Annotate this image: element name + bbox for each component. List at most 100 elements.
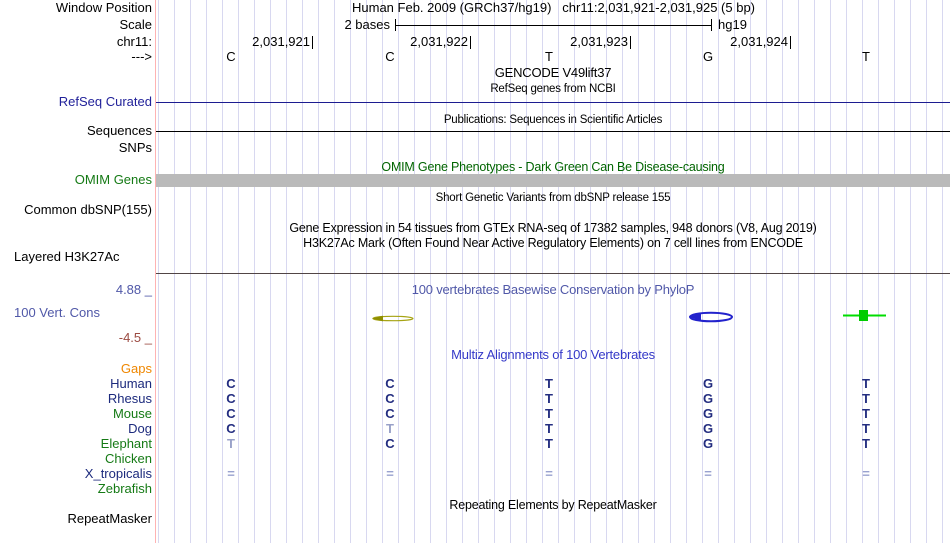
omim-gene-bar[interactable] xyxy=(156,174,950,187)
species-label-elephant[interactable]: Elephant xyxy=(100,436,152,451)
grid-line xyxy=(366,0,367,543)
grid-line xyxy=(526,0,527,543)
grid-line xyxy=(382,0,383,543)
alignment-base-elephant: G xyxy=(702,436,714,451)
sequences-line[interactable] xyxy=(156,130,950,132)
omim-track-title: OMIM Gene Phenotypes - Dark Green Can Be… xyxy=(381,160,725,174)
grid-line xyxy=(286,0,287,543)
repeatmasker-track-title: Repeating Elements by RepeatMasker xyxy=(449,498,657,512)
grid-line xyxy=(558,0,559,543)
grid-line xyxy=(590,0,591,543)
conservation-min-value: -4.5 _ xyxy=(118,330,152,345)
ruler-tick-mark xyxy=(312,36,314,49)
species-label-gaps[interactable]: Gaps xyxy=(120,361,152,376)
track-label-refseq-curated[interactable]: RefSeq Curated xyxy=(58,94,152,109)
grid-line xyxy=(350,0,351,543)
grid-line xyxy=(318,0,319,543)
species-label-dog[interactable]: Dog xyxy=(128,421,152,436)
grid-line xyxy=(222,0,223,543)
grid-line xyxy=(238,0,239,543)
track-label-repeatmasker[interactable]: RepeatMasker xyxy=(67,511,152,526)
species-label-zebrafish[interactable]: Zebrafish xyxy=(97,481,152,496)
alignment-base-dog: T xyxy=(862,421,870,436)
grid-line xyxy=(814,0,815,543)
alignment-base-mouse: T xyxy=(862,406,870,421)
track-left-border xyxy=(155,0,157,543)
alignment-base-human: C xyxy=(385,376,395,391)
alignment-base-x-tropicalis: = xyxy=(227,466,235,481)
grid-line xyxy=(670,0,671,543)
track-label-common-dbsnp[interactable]: Common dbSNP(155) xyxy=(24,202,152,217)
alignment-base-rhesus: C xyxy=(226,391,236,406)
ruler-tick-mark xyxy=(790,36,792,49)
grid-line xyxy=(846,0,847,543)
alignment-base-rhesus: T xyxy=(862,391,870,406)
ruler-tick-label: 2,031,922 xyxy=(410,34,468,49)
species-label-mouse[interactable]: Mouse xyxy=(112,406,152,421)
alignment-base-dog: T xyxy=(545,421,553,436)
strand-arrow[interactable]: ---> xyxy=(131,49,152,64)
alignment-base-rhesus: T xyxy=(545,391,553,406)
reference-base: T xyxy=(545,49,553,64)
alignment-base-elephant: C xyxy=(385,436,395,451)
phylop-track-title: 100 vertebrates Basewise Conservation by… xyxy=(411,282,695,297)
reference-base: T xyxy=(862,49,870,64)
reference-base: C xyxy=(385,49,395,64)
grid-line xyxy=(270,0,271,543)
track-label-100-vert-cons[interactable]: 100 Vert. Cons xyxy=(14,305,100,320)
ruler-tick-label: 2,031,923 xyxy=(570,34,628,49)
species-label-x-tropicalis[interactable]: X_tropicalis xyxy=(84,466,152,481)
grid-line xyxy=(766,0,767,543)
species-label-chicken[interactable]: Chicken xyxy=(105,451,152,466)
grid-line xyxy=(702,0,703,543)
alignment-base-human: T xyxy=(545,376,553,391)
alignment-base-x-tropicalis: = xyxy=(704,466,712,481)
grid-line xyxy=(862,0,863,543)
grid-line xyxy=(638,0,639,543)
grid-line xyxy=(686,0,687,543)
grid-line xyxy=(494,0,495,543)
grid-line xyxy=(718,0,719,543)
refseq-gene-line[interactable] xyxy=(156,101,950,104)
alignment-base-dog: C xyxy=(226,421,236,436)
grid-line xyxy=(622,0,623,543)
grid-line xyxy=(654,0,655,543)
h3k27ac-baseline xyxy=(156,272,950,274)
alignment-base-dog: G xyxy=(702,421,714,436)
track-label-omim-genes[interactable]: OMIM Genes xyxy=(74,172,152,187)
multiz-track-title: Multiz Alignments of 100 Vertebrates xyxy=(451,347,655,362)
grid-line xyxy=(734,0,735,543)
grid-line xyxy=(750,0,751,543)
chromosome-label: chr11: xyxy=(116,34,152,49)
phylop-glyph-olive xyxy=(372,315,414,322)
scale-label: Scale xyxy=(119,17,152,32)
track-label-sequences[interactable]: Sequences xyxy=(86,123,152,138)
window-position-value: Human Feb. 2009 (GRCh37/hg19) chr11:2,03… xyxy=(352,0,756,15)
alignment-base-mouse: T xyxy=(545,406,553,421)
grid-line xyxy=(414,0,415,543)
grid-line xyxy=(830,0,831,543)
grid-line xyxy=(910,0,911,543)
grid-line xyxy=(926,0,927,543)
assembly-label: hg19 xyxy=(718,17,747,32)
grid-line xyxy=(430,0,431,543)
grid-line xyxy=(446,0,447,543)
alignment-base-dog: T xyxy=(386,421,394,436)
species-label-human[interactable]: Human xyxy=(110,376,152,391)
alignment-base-elephant: T xyxy=(227,436,235,451)
grid-line xyxy=(478,0,479,543)
phylop-glyph-green xyxy=(843,310,886,321)
grid-line xyxy=(398,0,399,543)
grid-line xyxy=(798,0,799,543)
species-label-rhesus[interactable]: Rhesus xyxy=(107,391,152,406)
alignment-base-elephant: T xyxy=(545,436,553,451)
alignment-base-human: G xyxy=(702,376,714,391)
scale-bar xyxy=(395,19,712,31)
alignment-base-human: T xyxy=(862,376,870,391)
phylop-glyph-blue xyxy=(689,311,733,323)
track-label-snps[interactable]: SNPs xyxy=(118,140,152,155)
track-label-layered-h3k27ac[interactable]: Layered H3K27Ac xyxy=(14,249,120,264)
alignment-base-x-tropicalis: = xyxy=(545,466,553,481)
ruler-tick-label: 2,031,924 xyxy=(730,34,788,49)
